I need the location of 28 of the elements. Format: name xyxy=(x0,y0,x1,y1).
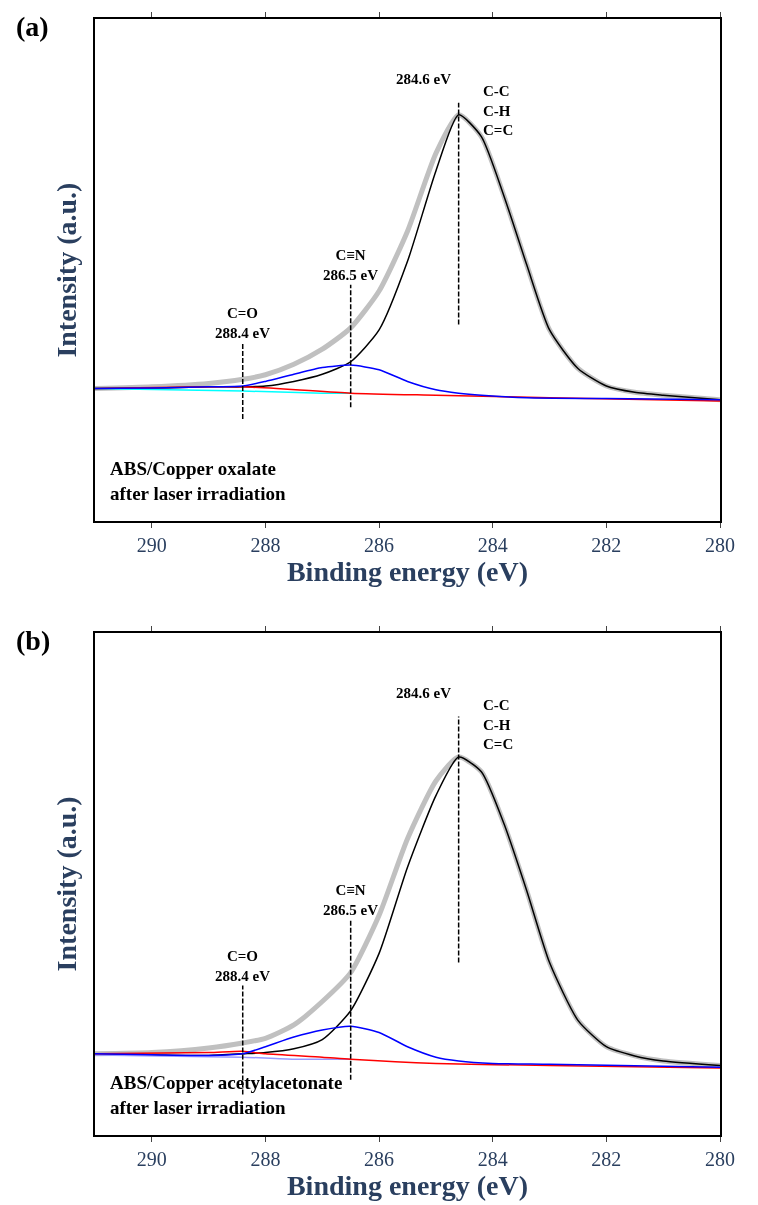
annotation: C≡N 286.5 eV xyxy=(323,247,379,283)
x-tick-label: 288 xyxy=(250,533,281,556)
x-axis-title: Binding energy (eV) xyxy=(286,555,529,587)
x-tick-label: 286 xyxy=(364,533,395,556)
annotation: 284.6 eV xyxy=(396,71,452,87)
x-tick-label: 284 xyxy=(477,1147,508,1170)
annotation: 284.6 eV xyxy=(396,685,452,701)
y-axis-title: Intensity (a.u.) xyxy=(51,796,83,972)
x-tick-label: 282 xyxy=(591,533,622,556)
annotation: C≡N 286.5 eV xyxy=(323,882,379,918)
x-tick-label: 280 xyxy=(705,533,735,556)
chart-title: (b) xyxy=(16,625,51,656)
x-tick-label: 286 xyxy=(364,1147,395,1170)
annotation: ABS/Copper oxalate after laser irradiation xyxy=(110,458,286,504)
chart-title: (a) xyxy=(16,11,49,42)
annotation: C-C C-H C=C xyxy=(483,697,514,752)
x-tick-label: 284 xyxy=(477,533,508,556)
annotation: C=O 288.4 eV xyxy=(215,305,271,341)
annotation: C-C C-H C=C xyxy=(483,83,514,138)
annotation: ABS/Copper acetylacetonate after laser irradiation xyxy=(110,1072,343,1118)
annotation: C=O 288.4 eV xyxy=(215,948,271,984)
x-axis-title: Binding energy (eV) xyxy=(286,1169,529,1201)
x-tick-label: 290 xyxy=(136,1147,167,1170)
x-tick-label: 290 xyxy=(136,533,167,556)
x-tick-label: 280 xyxy=(705,1147,735,1170)
x-tick-label: 288 xyxy=(250,1147,281,1170)
y-axis-title: Intensity (a.u.) xyxy=(51,182,83,358)
x-tick-label: 282 xyxy=(591,1147,622,1170)
